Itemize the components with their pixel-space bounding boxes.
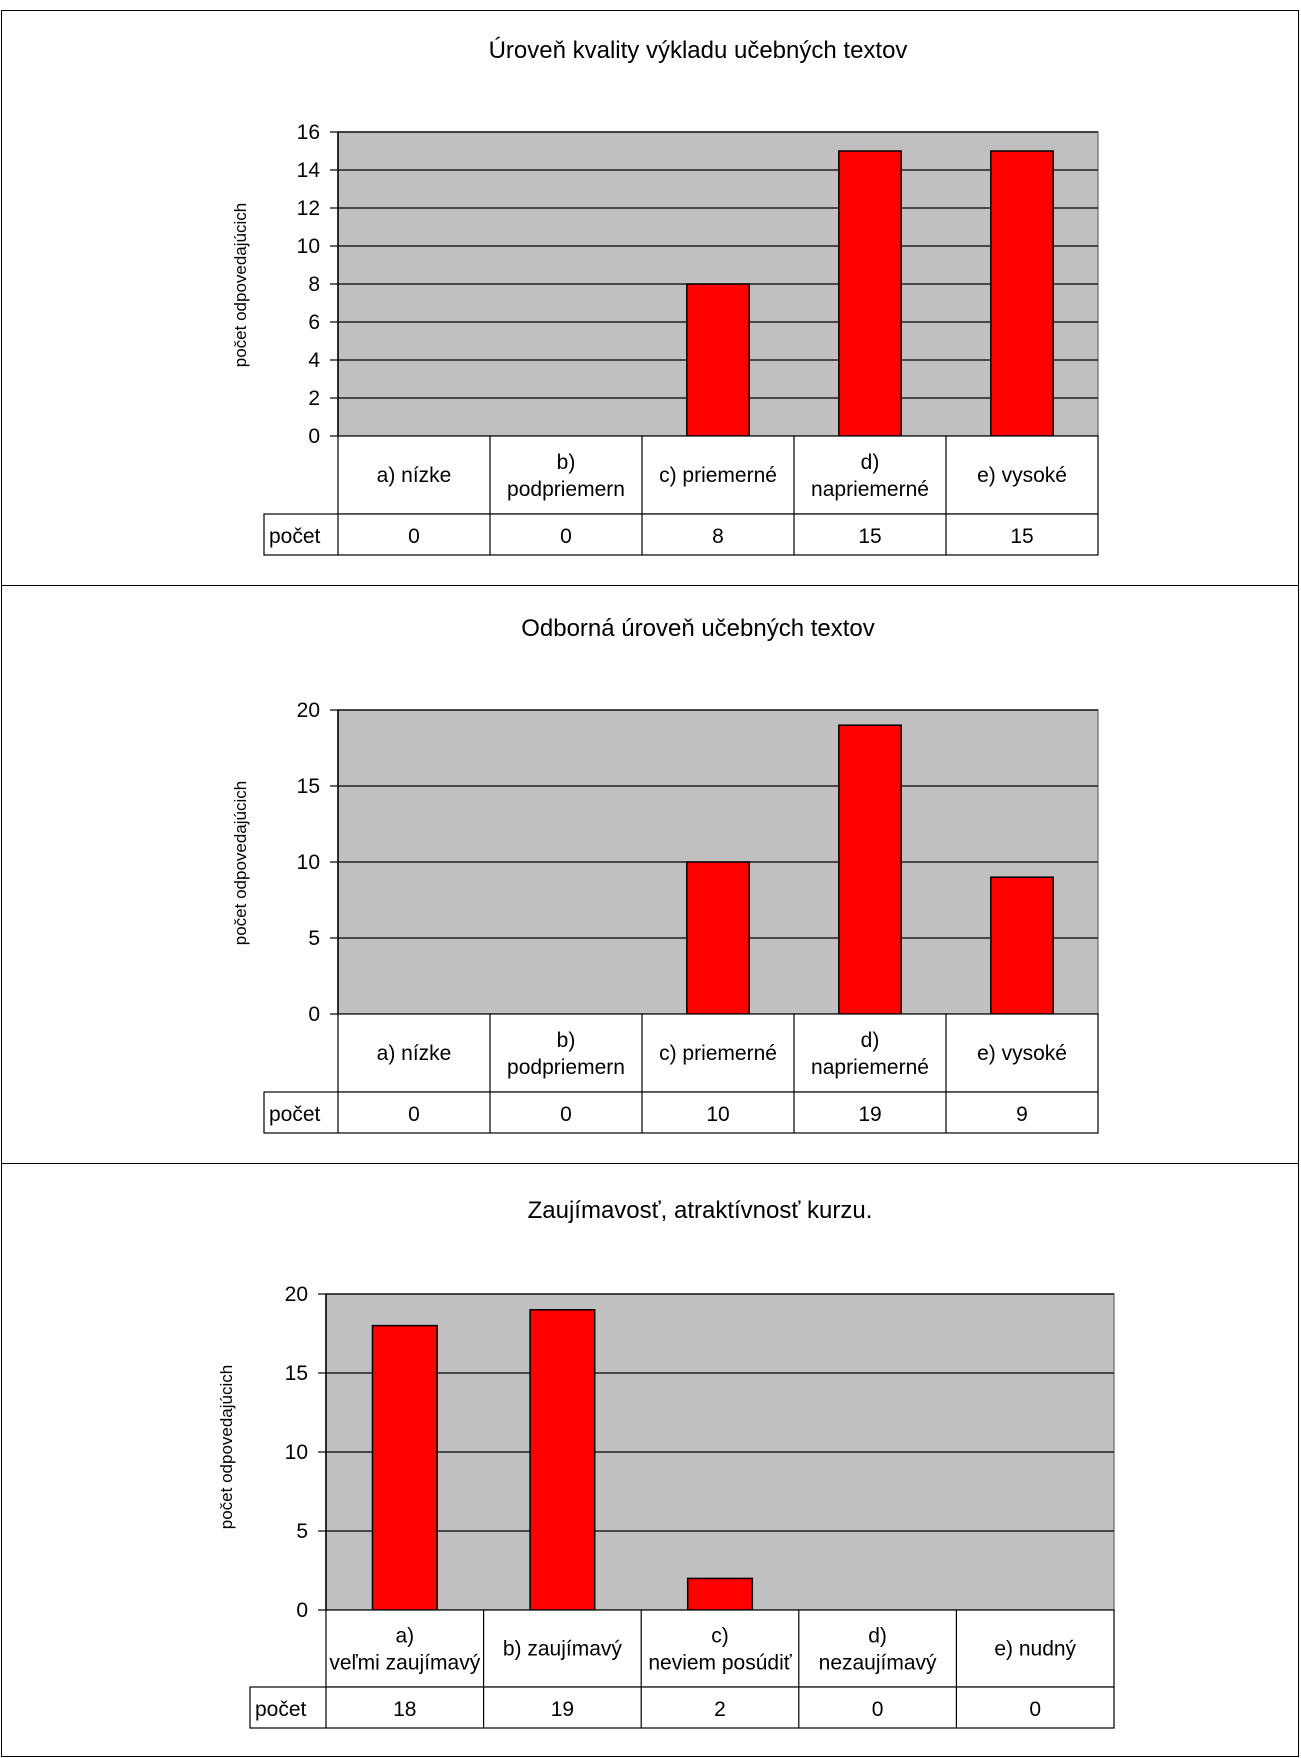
chart-panel-2: Odborná úroveň učebných textov počet odpo… xyxy=(231,615,1099,1134)
table-row-label: počet xyxy=(269,525,321,548)
table-value: 15 xyxy=(1010,525,1033,548)
category-label: b) podpriemern xyxy=(507,451,625,501)
y-tick-label: 10 xyxy=(297,235,320,258)
category-label: c) neviem posúdiť xyxy=(648,1625,792,1675)
table-value: 0 xyxy=(560,525,572,548)
table-category-row xyxy=(325,1609,1115,1688)
y-tick-label: 14 xyxy=(297,159,321,182)
y-tick-label: 20 xyxy=(285,1283,308,1306)
y-axis-label: počet odpovedajúcich xyxy=(231,203,250,367)
y-tick-label: 10 xyxy=(285,1441,308,1464)
y-tick-label: 0 xyxy=(308,425,320,448)
table-value: 0 xyxy=(408,1103,420,1126)
category-label-line: d) xyxy=(868,1625,887,1648)
y-tick-label: 2 xyxy=(308,387,320,410)
y-tick-label: 5 xyxy=(308,927,320,950)
y-axis-label: počet odpovedajúcich xyxy=(231,781,250,945)
table-row-label: počet xyxy=(255,1698,307,1721)
bar-3 xyxy=(686,283,750,437)
y-tick-label: 6 xyxy=(308,311,320,334)
category-label-line: napriemerné xyxy=(811,478,929,501)
table-row-label: počet xyxy=(269,1103,321,1126)
table-value-row xyxy=(263,513,1099,556)
section-divider xyxy=(1,585,1299,586)
table-value: 0 xyxy=(408,525,420,548)
category-label-line: nezaujímavý xyxy=(819,1652,937,1675)
category-label-line: podpriemern xyxy=(507,1056,625,1079)
bar-2 xyxy=(529,1309,596,1611)
chart-panel-1: Úroveň kvality výkladu učebných textov po… xyxy=(0,0,1301,585)
category-label: c) priemerné xyxy=(659,1042,777,1065)
table-value: 8 xyxy=(712,525,724,548)
y-tick-label: 12 xyxy=(297,197,320,220)
table-category-row xyxy=(337,435,1099,515)
chart-title: Odborná úroveň učebných textov xyxy=(521,615,875,642)
section-divider xyxy=(1,1163,1299,1164)
chart-title: Úroveň kvality výkladu učebných textov xyxy=(489,37,908,64)
category-label-line: b) xyxy=(557,451,576,474)
category-label-line: veľmi zaujímavý xyxy=(329,1652,480,1675)
table-value: 9 xyxy=(1016,1103,1028,1126)
category-label: e) vysoké xyxy=(977,1042,1067,1065)
y-tick-label: 4 xyxy=(308,349,320,372)
category-label: a) nízke xyxy=(377,1042,452,1065)
document-frame xyxy=(1,10,1299,1757)
y-tick-label: 20 xyxy=(297,699,320,722)
category-label-line: neviem posúdiť xyxy=(648,1652,792,1675)
category-label: a) veľmi zaujímavý xyxy=(329,1625,480,1675)
category-label-line: podpriemern xyxy=(507,478,625,501)
category-label: c) priemerné xyxy=(659,464,777,487)
table-value-row xyxy=(263,1091,1099,1134)
chart-title: Zaujímavosť, atraktívnosť kurzu. xyxy=(528,1197,873,1224)
chart-kvalita-vykladu: Úroveň kvality výkladu učebných textov po… xyxy=(231,37,1099,556)
category-label: e) vysoké xyxy=(977,464,1067,487)
category-label: b) zaujímavý xyxy=(503,1638,623,1661)
chart-odborna-uroven: Odborná úroveň učebných textov počet odpo… xyxy=(231,615,1099,1134)
y-tick-label: 0 xyxy=(296,1599,308,1622)
category-label: d) nezaujímavý xyxy=(819,1625,937,1675)
table-value: 15 xyxy=(858,525,881,548)
category-label-line: a) xyxy=(395,1625,414,1648)
bar-4 xyxy=(838,724,902,1015)
bar-1 xyxy=(371,1324,438,1611)
category-label: e) nudný xyxy=(994,1638,1076,1661)
category-label-line: b) xyxy=(557,1029,576,1052)
table-value: 19 xyxy=(858,1103,881,1126)
y-axis-label: počet odpovedajúcich xyxy=(217,1365,236,1529)
table-value: 0 xyxy=(1029,1698,1041,1721)
category-label-line: napriemerné xyxy=(811,1056,929,1079)
y-tick-label: 10 xyxy=(297,851,320,874)
table-value: 0 xyxy=(872,1698,884,1721)
bar-3 xyxy=(686,1577,754,1611)
y-tick-label: 15 xyxy=(297,775,320,798)
table-value-row xyxy=(249,1686,1115,1729)
table-category-row xyxy=(337,1013,1099,1093)
y-tick-label: 8 xyxy=(308,273,320,296)
bar-5 xyxy=(990,876,1054,1015)
category-label: d) napriemerné xyxy=(811,1029,929,1079)
table-value: 2 xyxy=(714,1698,726,1721)
category-label-line: d) xyxy=(861,451,880,474)
bar-5 xyxy=(990,150,1054,437)
category-label-line: d) xyxy=(861,1029,880,1052)
table-value: 19 xyxy=(551,1698,574,1721)
bar-4 xyxy=(838,150,902,437)
category-label: a) nízke xyxy=(377,464,452,487)
table-value: 0 xyxy=(560,1103,572,1126)
category-label: b) podpriemern xyxy=(507,1029,625,1079)
category-label: d) napriemerné xyxy=(811,451,929,501)
table-value: 18 xyxy=(393,1698,416,1721)
y-tick-label: 5 xyxy=(296,1520,308,1543)
y-tick-label: 16 xyxy=(297,121,320,144)
table-value: 10 xyxy=(706,1103,729,1126)
y-tick-label: 0 xyxy=(308,1003,320,1026)
y-tick-label: 15 xyxy=(285,1362,308,1385)
category-label-line: c) xyxy=(711,1625,729,1648)
